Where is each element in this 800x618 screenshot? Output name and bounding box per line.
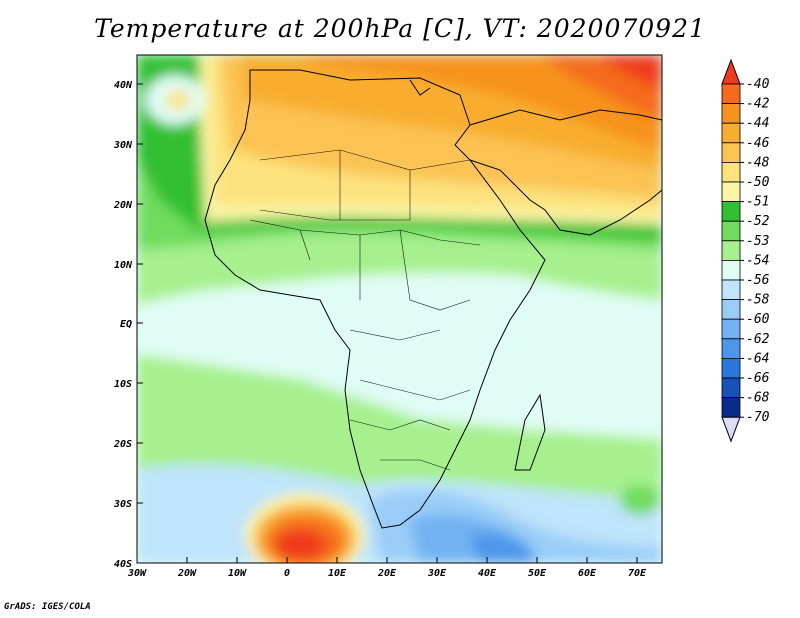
colorbar-swatch [721, 279, 741, 301]
lon-axis: 30W 20W 10W 0 10E 20E 30E 40E 50E 60E 70… [127, 557, 647, 579]
colorbar-swatch [721, 240, 741, 261]
lat-label: 10S [114, 379, 132, 390]
colorbar-top-arrow [721, 58, 741, 85]
lat-label: 20S [113, 439, 132, 450]
plot-frame [136, 54, 663, 564]
lon-label: 50E [528, 568, 547, 579]
coastlines [204, 69, 662, 529]
colorbar: -40 -42 -44 -46 -48 -50 -51 -52 -53 -54 -56 -58 -60 -… [721, 58, 770, 443]
colorbar-label: -62 [746, 332, 770, 347]
colorbar-label: -53 [746, 234, 769, 249]
credit-text: GrADS: IGES/COLA [4, 602, 91, 612]
colorbar-swatch [721, 338, 741, 359]
colorbar-label: -44 [746, 116, 769, 131]
colorbar-swatch [721, 357, 741, 379]
country-borders [249, 149, 481, 471]
colorbar-swatch [721, 181, 741, 203]
colorbar-swatch [721, 201, 741, 222]
colorbar-swatch [721, 220, 741, 242]
colorbar-label: -70 [746, 410, 770, 425]
colorbar-label: -48 [746, 155, 770, 170]
colorbar-label: -50 [746, 175, 770, 190]
colorbar-label: -64 [746, 351, 769, 366]
lon-label: 20W [177, 568, 197, 579]
lon-label: 70E [628, 568, 647, 579]
lat-label: 10N [114, 260, 133, 271]
lat-label: 40N [114, 80, 133, 91]
lat-label: 30S [113, 499, 132, 510]
colorbar-label: -68 [746, 391, 770, 406]
colorbar-swatch [721, 299, 741, 320]
map-title: Temperature at 200hPa [C], VT: 202007092… [94, 14, 706, 43]
colorbar-swatch [721, 318, 741, 340]
colorbar-label: -60 [746, 312, 770, 327]
lon-label: 10E [328, 568, 347, 579]
lat-label: 30N [113, 140, 133, 151]
lon-label: 0 [284, 568, 290, 579]
lon-label: 30E [427, 568, 447, 579]
colorbar-label: -54 [746, 253, 769, 268]
colorbar-label: -51 [746, 195, 769, 210]
colorbar-swatch [721, 259, 741, 281]
lon-label: 40E [478, 568, 497, 579]
lat-label: 40S [114, 559, 132, 570]
colorbar-swatch [721, 161, 741, 183]
colorbar-label: -56 [746, 273, 770, 288]
lon-label: 30W [127, 568, 147, 579]
colorbar-swatch [721, 142, 741, 163]
lat-label: EQ [120, 319, 132, 330]
lon-label: 10W [228, 568, 247, 579]
lon-label: 20E [377, 568, 397, 579]
colorbar-label: -40 [746, 77, 770, 92]
colorbar-label: -66 [746, 371, 770, 386]
colorbar-swatch [721, 103, 741, 124]
lat-axis: 40N 30N 20N 10N EQ 10S 20S 30S 40S [113, 80, 143, 570]
colorbar-label: -42 [746, 97, 770, 112]
colorbar-label: -46 [746, 136, 770, 151]
colorbar-swatch [721, 83, 741, 105]
colorbar-bottom-arrow [721, 416, 741, 443]
colorbar-swatch [721, 377, 741, 399]
lon-label: 60E [578, 568, 597, 579]
colorbar-swatch [721, 397, 741, 418]
colorbar-label: -52 [746, 214, 770, 229]
colorbar-label: -58 [746, 293, 770, 308]
lat-label: 20N [113, 200, 133, 211]
temperature-field [137, 55, 662, 563]
colorbar-swatch [721, 122, 741, 144]
